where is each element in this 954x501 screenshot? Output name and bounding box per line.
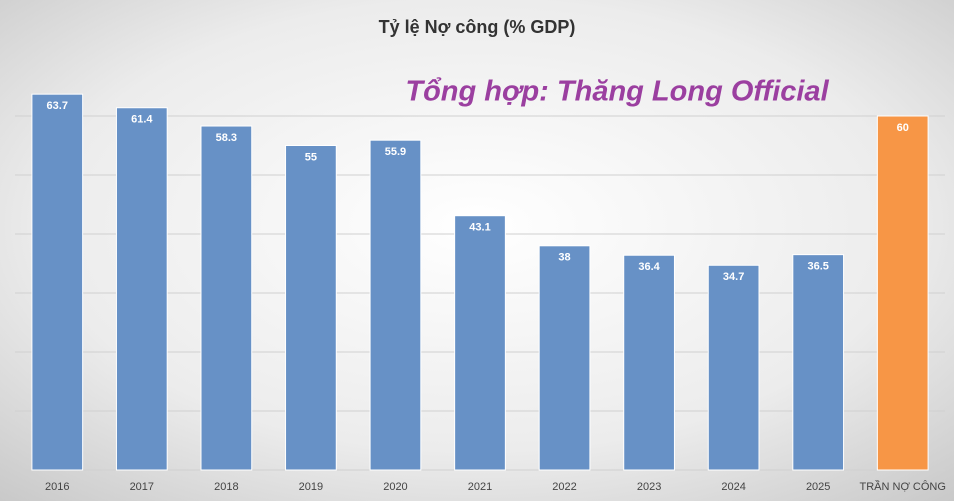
x-tick-label: 2019 [299,481,323,493]
x-tick-label: 2020 [383,481,407,493]
value-label: 55 [305,151,317,163]
x-tick-label: 2023 [637,481,661,493]
x-tick-label: 2021 [468,481,492,493]
x-tick-label: 2018 [214,481,238,493]
chart-title: Tỷ lệ Nợ công (% GDP) [379,17,576,37]
annotation: Tổng hợp: Thăng Long Official [405,76,829,108]
value-label: 60 [897,122,909,134]
x-tick-label: 2024 [721,481,745,493]
bar [876,115,929,471]
x-tick-label: TRẦN NỢ CÔNG [860,480,946,493]
value-label: 58.3 [216,132,237,144]
bar [623,254,675,471]
x-tick-label: 2025 [806,481,830,493]
x-tick-label: 2016 [45,481,69,493]
x-tick-label: 2022 [552,481,576,493]
bar [285,145,337,471]
x-tick-label: 2017 [130,481,154,493]
value-label: 43.1 [469,222,490,234]
bar [369,139,422,471]
value-label: 34.7 [723,271,744,283]
bar [707,264,760,471]
bar [454,215,506,471]
bar [31,93,84,471]
value-label: 61.4 [131,114,153,126]
bar [792,254,845,471]
value-label: 36.5 [807,261,828,273]
bar [200,125,253,471]
value-label: 36.4 [638,261,660,273]
value-label: 55.9 [385,146,406,158]
bar [115,107,168,471]
value-label: 38 [558,252,570,264]
value-label: 63.7 [47,100,68,112]
bar [538,245,591,471]
